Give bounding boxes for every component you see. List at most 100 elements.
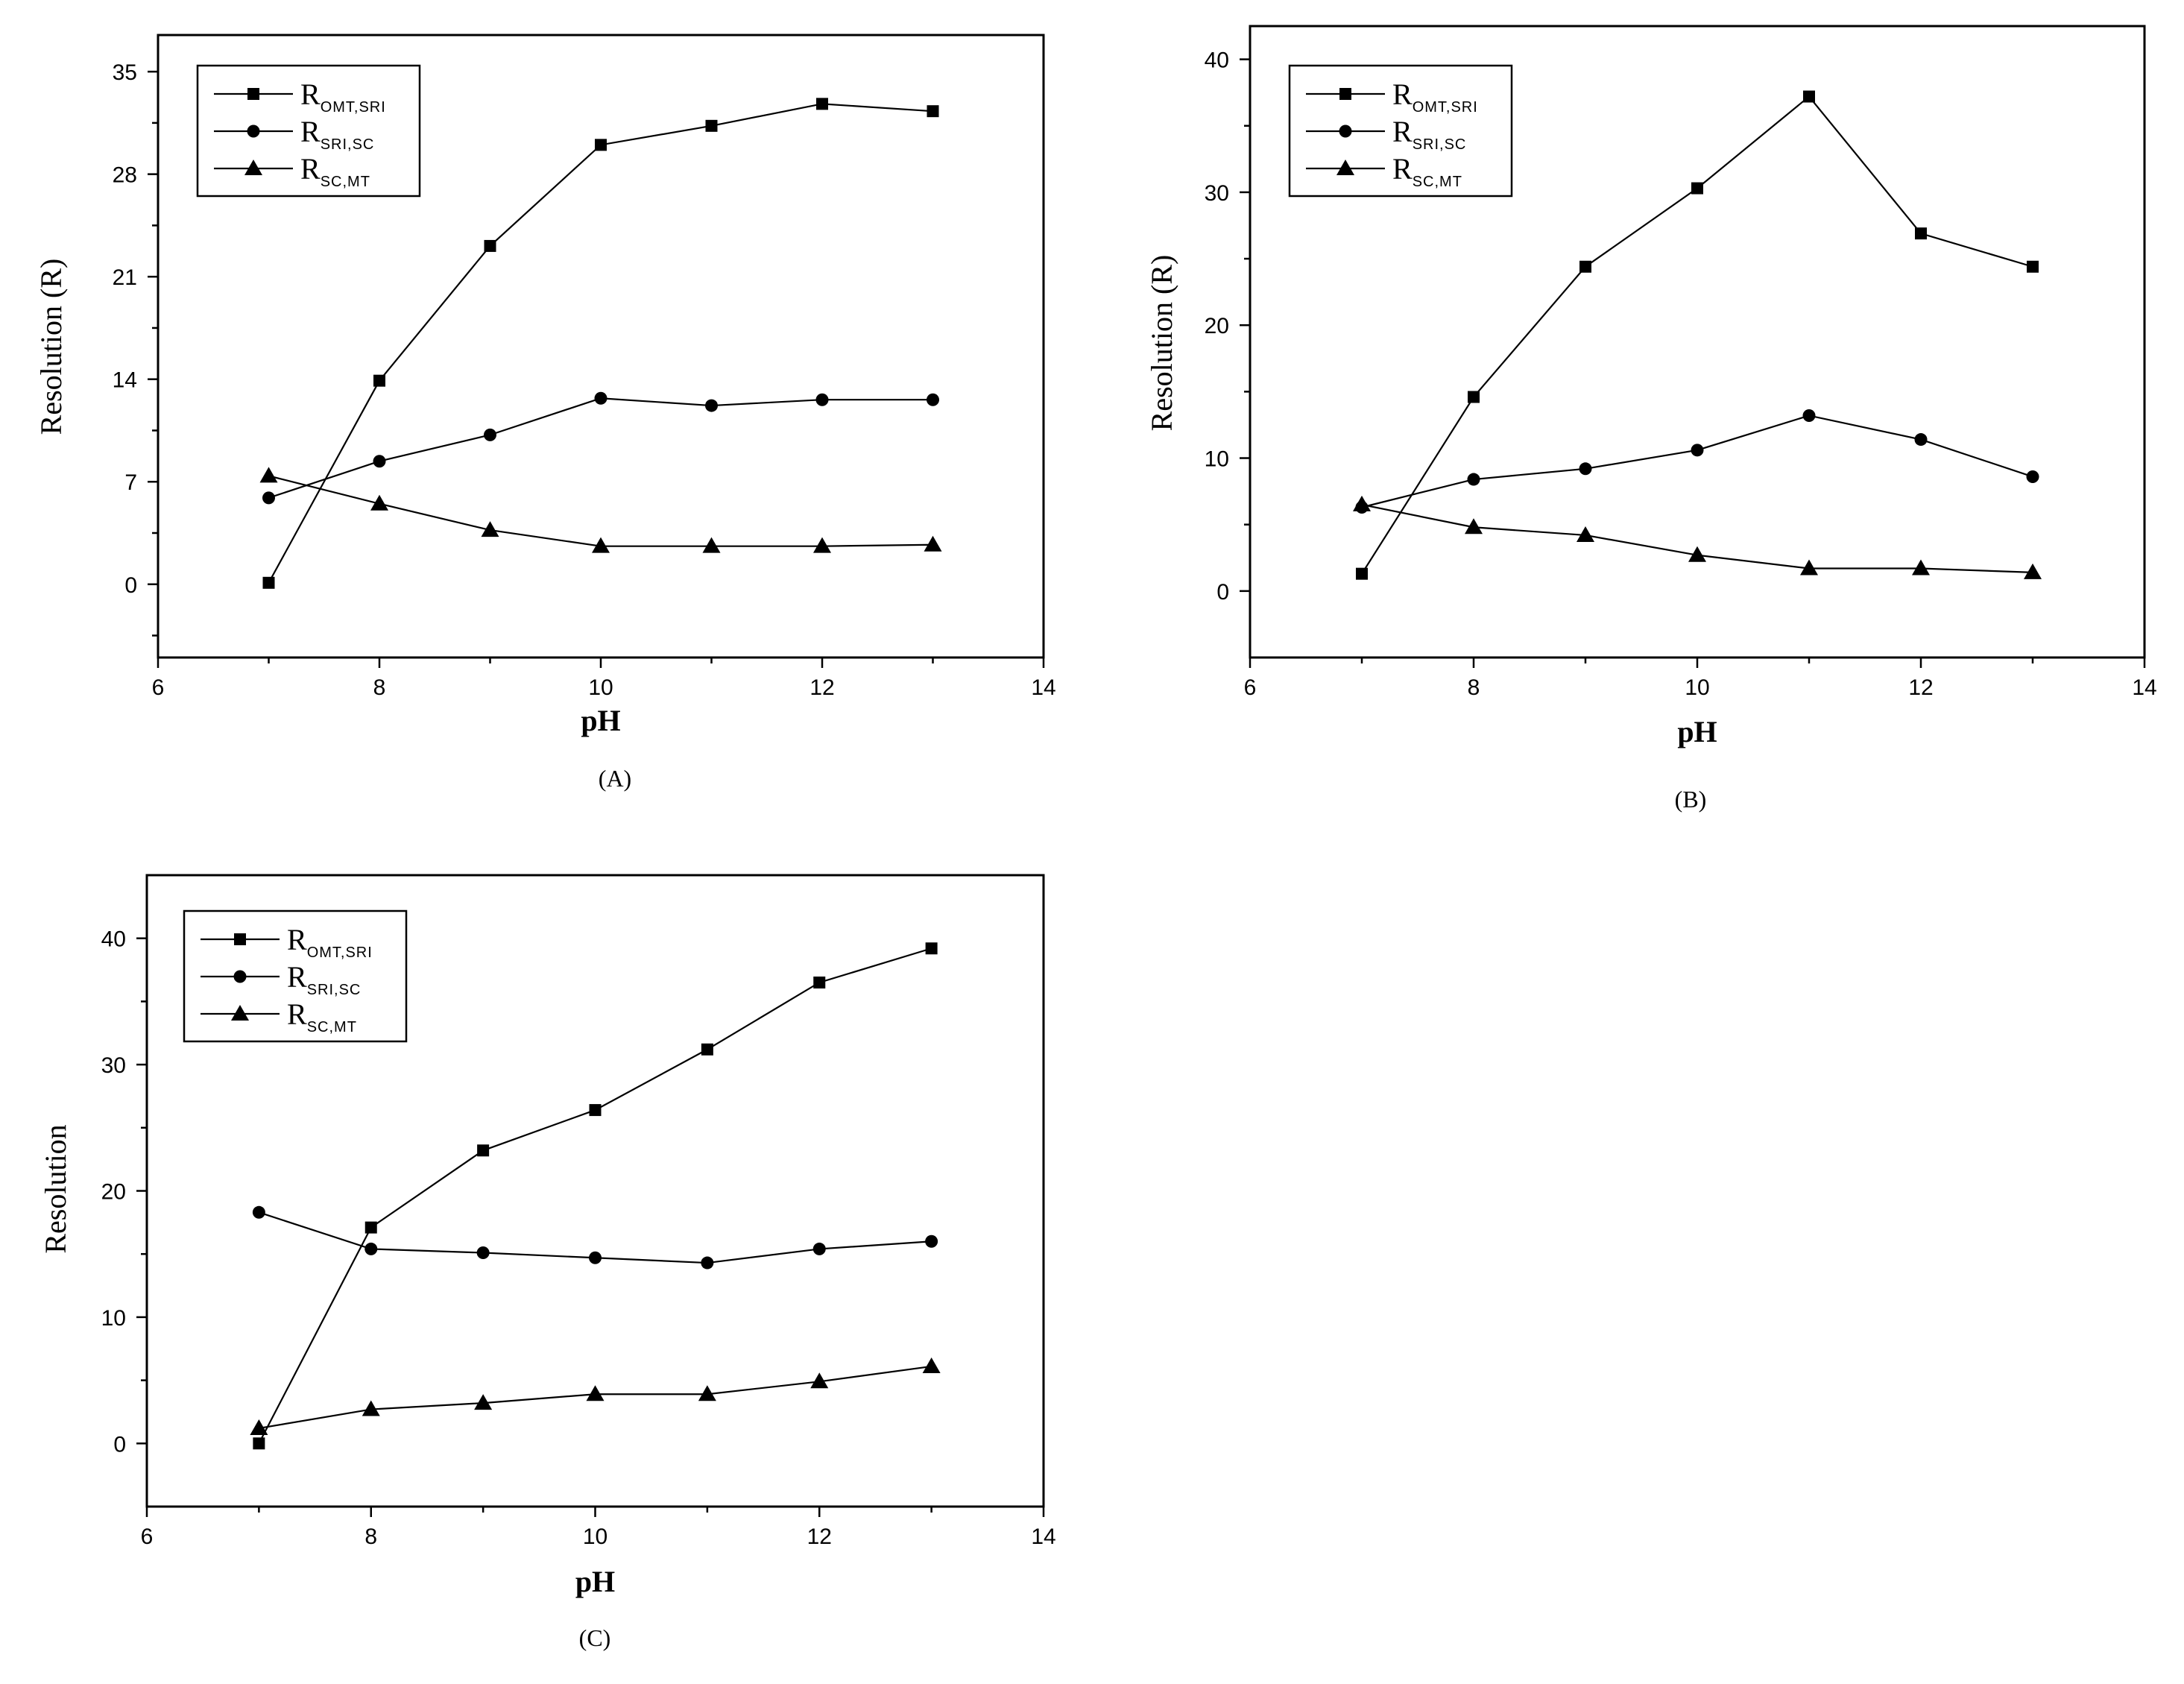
data-point-square (364, 1221, 377, 1234)
legend-marker-circle (247, 124, 260, 138)
legend-marker-circle (1339, 124, 1352, 138)
data-point-triangle (1688, 546, 1706, 562)
y-tick-label: 20 (101, 1180, 126, 1205)
legend-label: RSC,MT (287, 997, 357, 1035)
data-point-circle (1691, 444, 1704, 457)
y-axis-label: Resolution (R) (34, 259, 68, 435)
data-point-square (595, 139, 607, 151)
y-tick-label: 0 (1216, 580, 1229, 605)
data-point-triangle (698, 1385, 716, 1401)
legend-label-main: R (300, 152, 321, 186)
y-tick-label: 40 (1205, 48, 1229, 73)
data-point-square (262, 576, 275, 589)
data-point-square (1579, 260, 1591, 273)
data-point-triangle (1912, 559, 1930, 575)
y-tick-label: 30 (101, 1053, 126, 1078)
x-tick-label: 8 (373, 675, 386, 700)
series-line (1361, 414, 2033, 508)
legend-label-subscript: OMT,SRI (1413, 99, 1478, 116)
data-point-triangle (924, 535, 942, 552)
y-tick-label: 0 (113, 1432, 126, 1457)
y-tick-label: 28 (113, 163, 137, 188)
data-point-square (2027, 260, 2039, 273)
y-tick-label: 30 (1205, 181, 1229, 206)
legend-label-main: R (1392, 115, 1413, 148)
data-point-triangle (810, 1372, 829, 1389)
data-point-triangle (2024, 563, 2042, 579)
data-point-triangle (259, 467, 278, 483)
y-tick-label: 35 (113, 60, 137, 85)
data-point-circle (1579, 462, 1592, 476)
y-tick-label: 20 (1205, 314, 1229, 338)
x-axis-label: pH (581, 704, 620, 737)
data-point-circle (1802, 409, 1816, 422)
legend-label: ROMT,SRI (287, 923, 373, 961)
legend-label-subscript: SC,MT (1413, 174, 1462, 190)
x-tick-label: 14 (1031, 675, 1055, 700)
y-tick-label: 0 (124, 573, 137, 598)
data-point-circle (815, 393, 829, 406)
x-tick-label: 6 (141, 1524, 154, 1549)
x-tick-label: 12 (1908, 675, 1933, 700)
data-point-square (1468, 391, 1480, 403)
data-point-square (484, 239, 496, 252)
y-tick-label: 10 (1205, 447, 1229, 472)
data-point-circle (476, 1246, 490, 1260)
data-point-circle (705, 399, 718, 412)
data-point-triangle (474, 1394, 493, 1410)
x-tick-label: 12 (807, 1524, 832, 1549)
panel-label: (B) (1675, 786, 1707, 813)
y-axis-label: Resolution (R) (1145, 255, 1178, 432)
data-point-circle (252, 1205, 265, 1219)
data-point-triangle (1800, 559, 1818, 575)
data-point-circle (262, 491, 275, 505)
legend-marker-triangle (1336, 160, 1354, 175)
legend-label-main: R (300, 78, 321, 111)
series-triangle (1353, 495, 2042, 579)
legend-label: RSC,MT (1392, 152, 1462, 190)
legend-label: ROMT,SRI (1392, 78, 1478, 116)
series-line (268, 475, 933, 547)
legend-label-subscript: SRI,SC (307, 982, 362, 998)
data-point-square (1803, 90, 1815, 103)
series-circle (252, 1205, 938, 1270)
panel-label: (C) (579, 1624, 611, 1651)
legend-label-subscript: SRI,SC (1413, 136, 1467, 153)
x-tick-label: 8 (364, 1524, 377, 1549)
x-axis-label: pH (575, 1565, 615, 1598)
legend-label-subscript: SC,MT (321, 174, 370, 190)
series-square (253, 942, 938, 1450)
y-tick-label: 10 (101, 1306, 126, 1331)
legend-label-main: R (300, 115, 321, 148)
x-axis-label: pH (1677, 715, 1717, 748)
data-point-triangle (592, 537, 610, 553)
data-point-square (589, 1104, 602, 1117)
data-point-circle (364, 1242, 378, 1255)
data-point-circle (925, 1234, 938, 1248)
data-point-circle (812, 1242, 826, 1255)
x-tick-label: 10 (1685, 675, 1709, 700)
data-point-circle (589, 1251, 602, 1264)
data-point-circle (701, 1256, 714, 1270)
series-circle (1355, 409, 2039, 514)
data-point-triangle (702, 537, 721, 553)
data-point-square (705, 119, 718, 132)
legend-marker-triangle (244, 160, 262, 175)
data-point-triangle (1465, 518, 1483, 534)
series-triangle (250, 1357, 941, 1435)
panel-label: (A) (599, 765, 631, 792)
chart-panel-c: 6 8 10 12 14010203040pHResolution(C)ROMT,SRI… (39, 874, 1056, 1651)
data-point-triangle (1353, 495, 1371, 511)
data-point-triangle (362, 1400, 380, 1416)
legend-marker-square (234, 933, 246, 945)
legend-label-subscript: SRI,SC (321, 136, 375, 153)
data-point-square (816, 98, 828, 110)
data-point-circle (927, 393, 939, 406)
x-tick-label: 10 (583, 1524, 607, 1549)
legend-marker-square (1339, 88, 1351, 100)
data-point-circle (594, 391, 607, 405)
